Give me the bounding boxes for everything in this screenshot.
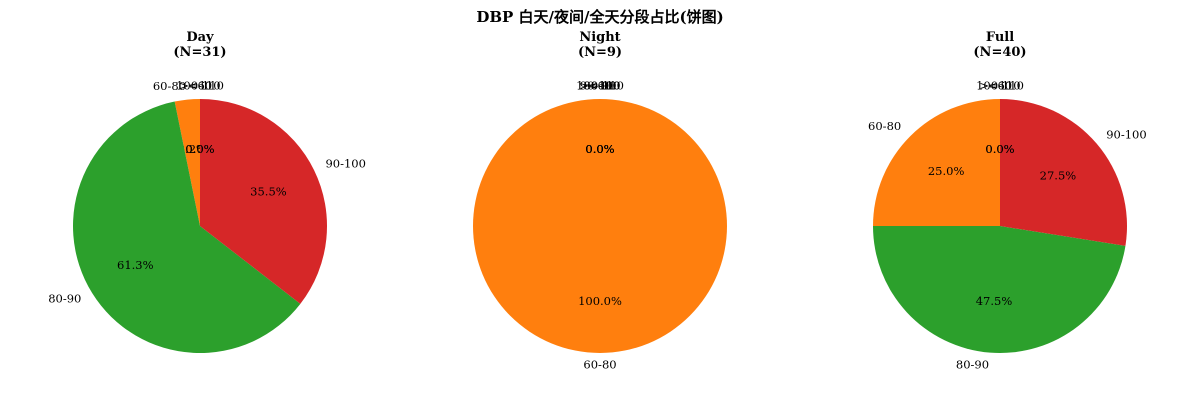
slice-percent: 35.5% bbox=[250, 184, 287, 198]
slice-percent: 0.0% bbox=[585, 142, 614, 156]
slice-label: 80-90 bbox=[583, 78, 616, 92]
pie-panel-2: Full(N=40) <60 0.0% 60-80 25.0% 80-90 47.5% 90-… bbox=[868, 30, 1147, 371]
slice-percent: 47.5% bbox=[976, 294, 1013, 308]
slice-percent: 0.0% bbox=[185, 142, 214, 156]
slice-label: 90-100 bbox=[1106, 127, 1146, 141]
pie-panel-1: Night(N=9)<600.0%60-80100.0%80-900.0%90-… bbox=[473, 30, 727, 372]
slice-percent: 0.0% bbox=[985, 142, 1014, 156]
pie-title: Day bbox=[186, 30, 214, 45]
pie-slice bbox=[200, 99, 328, 304]
pie-subtitle: (N=31) bbox=[173, 45, 226, 60]
figure-title: DBP 白天/夜间/全天分段占比(饼图) bbox=[476, 8, 723, 26]
slice-label: 90-100 bbox=[325, 157, 365, 171]
pie-title: Full bbox=[986, 30, 1014, 45]
pie-slice bbox=[1000, 99, 1127, 246]
slice-percent: 25.0% bbox=[928, 164, 965, 178]
slice-percent: 100.0% bbox=[578, 294, 622, 308]
slice-label: >=110 bbox=[579, 78, 620, 92]
pie-slice bbox=[174, 99, 200, 226]
slice-label: >=110 bbox=[979, 78, 1020, 92]
slice-label: 100-110 bbox=[976, 78, 1024, 92]
pie-panels: Day(N=31) <60 0.0% 60-80 3.2% 80-90 61.3% 90-10… bbox=[48, 30, 1147, 372]
pie-slice bbox=[873, 226, 1126, 353]
slice-label: 90-100 bbox=[580, 78, 620, 92]
slice-label: <60 bbox=[188, 78, 212, 92]
slice-label: 60-80 bbox=[583, 358, 616, 372]
slice-percent: 61.3% bbox=[117, 258, 154, 272]
slice-percent: 0.0% bbox=[985, 142, 1014, 156]
slice-percent: 0.0% bbox=[585, 142, 614, 156]
slice-percent: 0.0% bbox=[585, 142, 614, 156]
slice-percent: 27.5% bbox=[1040, 169, 1077, 183]
pie-slice bbox=[73, 101, 301, 353]
pie-subtitle: (N=40) bbox=[973, 45, 1026, 60]
slice-label: 100-110 bbox=[176, 78, 224, 92]
pie-subtitle: (N=9) bbox=[578, 45, 622, 60]
slice-label: <60 bbox=[988, 78, 1012, 92]
pie-panel-0: Day(N=31) <60 0.0% 60-80 3.2% 80-90 61.3% 90-10… bbox=[48, 30, 366, 353]
slice-label: 60-80 bbox=[153, 79, 186, 93]
slice-label: 60-80 bbox=[868, 119, 901, 133]
slice-label: 100-110 bbox=[576, 78, 624, 92]
slice-label: <60 bbox=[588, 78, 612, 92]
slice-percent: 3.2% bbox=[178, 142, 207, 156]
pie-slice bbox=[473, 99, 727, 353]
slice-label: 80-90 bbox=[956, 357, 989, 371]
slice-label: 80-90 bbox=[48, 292, 81, 306]
pie-title: Night bbox=[579, 30, 620, 45]
slice-percent: 0.0% bbox=[185, 142, 214, 156]
slice-percent: 0.0% bbox=[585, 142, 614, 156]
pie-slice bbox=[873, 99, 1000, 226]
slice-label: >=110 bbox=[179, 78, 220, 92]
